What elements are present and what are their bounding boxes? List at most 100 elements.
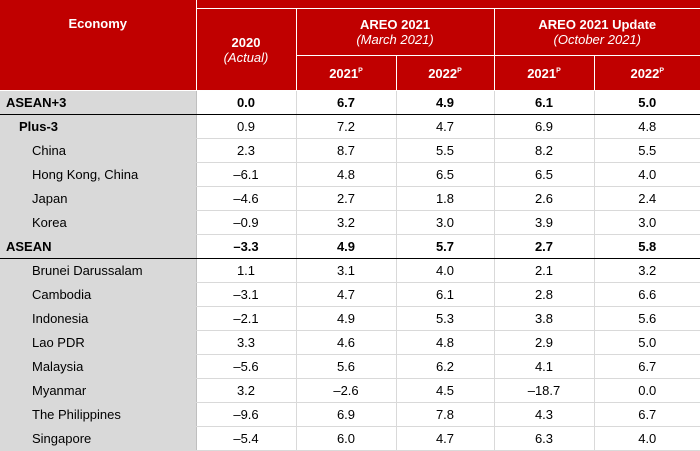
value-mar-2022: 3.0 bbox=[396, 211, 494, 235]
value-oct-2021: 2.6 bbox=[494, 187, 594, 211]
value-mar-2022: 5.7 bbox=[396, 235, 494, 259]
year-2020-label: 2020 bbox=[232, 35, 261, 50]
october-2022-col-header: 2022P bbox=[594, 56, 700, 91]
value-mar-2021: 2.7 bbox=[296, 187, 396, 211]
value-2020: 1.1 bbox=[196, 259, 296, 283]
projection-mark: P bbox=[659, 67, 664, 74]
value-2020: –5.4 bbox=[196, 427, 296, 451]
year-2020-header: 2020 (Actual) bbox=[196, 9, 296, 91]
value-mar-2021: 8.7 bbox=[296, 139, 396, 163]
header-row-spacer: Economy bbox=[0, 0, 700, 9]
value-mar-2021: 4.9 bbox=[296, 307, 396, 331]
table-row-plus3: Plus-3 0.9 7.2 4.7 6.9 4.8 bbox=[0, 115, 700, 139]
value-mar-2021: 4.9 bbox=[296, 235, 396, 259]
value-oct-2021: 4.1 bbox=[494, 355, 594, 379]
value-oct-2022: 6.6 bbox=[594, 283, 700, 307]
table-row: Korea –0.9 3.2 3.0 3.9 3.0 bbox=[0, 211, 700, 235]
value-2020: –3.3 bbox=[196, 235, 296, 259]
value-mar-2021: 3.1 bbox=[296, 259, 396, 283]
table-row: Myanmar 3.2 –2.6 4.5 –18.7 0.0 bbox=[0, 379, 700, 403]
value-mar-2022: 4.8 bbox=[396, 331, 494, 355]
value-mar-2022: 6.2 bbox=[396, 355, 494, 379]
economy-cell: Plus-3 bbox=[0, 115, 196, 139]
areo-update-label: AREO 2021 Update bbox=[538, 17, 656, 32]
value-oct-2021: 2.1 bbox=[494, 259, 594, 283]
value-2020: –5.6 bbox=[196, 355, 296, 379]
value-2020: –2.1 bbox=[196, 307, 296, 331]
value-mar-2022: 5.3 bbox=[396, 307, 494, 331]
header-top-band bbox=[196, 0, 700, 9]
year-label: 2021 bbox=[527, 66, 556, 81]
value-oct-2022: 5.0 bbox=[594, 331, 700, 355]
value-mar-2022: 4.5 bbox=[396, 379, 494, 403]
economy-cell: ASEAN+3 bbox=[0, 91, 196, 115]
value-oct-2022: 5.0 bbox=[594, 91, 700, 115]
economy-cell: ASEAN bbox=[0, 235, 196, 259]
table-row-asean3: ASEAN+3 0.0 6.7 4.9 6.1 5.0 bbox=[0, 91, 700, 115]
table-row: Indonesia –2.1 4.9 5.3 3.8 5.6 bbox=[0, 307, 700, 331]
value-oct-2022: 4.8 bbox=[594, 115, 700, 139]
value-mar-2022: 5.5 bbox=[396, 139, 494, 163]
value-mar-2021: 4.7 bbox=[296, 283, 396, 307]
areo-2021-header: AREO 2021 (March 2021) bbox=[296, 9, 494, 56]
value-mar-2022: 1.8 bbox=[396, 187, 494, 211]
value-oct-2022: 0.0 bbox=[594, 379, 700, 403]
value-oct-2021: 2.8 bbox=[494, 283, 594, 307]
economy-cell: Japan bbox=[0, 187, 196, 211]
value-oct-2021: 8.2 bbox=[494, 139, 594, 163]
value-mar-2022: 6.1 bbox=[396, 283, 494, 307]
value-2020: 0.0 bbox=[196, 91, 296, 115]
table-row: Malaysia –5.6 5.6 6.2 4.1 6.7 bbox=[0, 355, 700, 379]
actual-label: (Actual) bbox=[197, 50, 296, 65]
value-mar-2021: 6.9 bbox=[296, 403, 396, 427]
year-label: 2022 bbox=[428, 66, 457, 81]
value-oct-2022: 3.0 bbox=[594, 211, 700, 235]
areo-2021-date: (March 2021) bbox=[297, 32, 494, 47]
value-oct-2022: 5.8 bbox=[594, 235, 700, 259]
economy-cell: Brunei Darussalam bbox=[0, 259, 196, 283]
table-row: Brunei Darussalam 1.1 3.1 4.0 2.1 3.2 bbox=[0, 259, 700, 283]
value-oct-2021: 3.8 bbox=[494, 307, 594, 331]
march-2021-col-header: 2021P bbox=[296, 56, 396, 91]
value-oct-2022: 2.4 bbox=[594, 187, 700, 211]
value-2020: 2.3 bbox=[196, 139, 296, 163]
value-mar-2021: 3.2 bbox=[296, 211, 396, 235]
value-mar-2022: 7.8 bbox=[396, 403, 494, 427]
table-row-asean: ASEAN –3.3 4.9 5.7 2.7 5.8 bbox=[0, 235, 700, 259]
projection-mark: P bbox=[556, 67, 561, 74]
march-2022-col-header: 2022P bbox=[396, 56, 494, 91]
value-2020: 3.2 bbox=[196, 379, 296, 403]
october-2021-col-header: 2021P bbox=[494, 56, 594, 91]
value-oct-2021: 4.3 bbox=[494, 403, 594, 427]
economy-cell: Indonesia bbox=[0, 307, 196, 331]
economy-cell: Singapore bbox=[0, 427, 196, 451]
value-oct-2022: 6.7 bbox=[594, 403, 700, 427]
economy-cell: Korea bbox=[0, 211, 196, 235]
value-mar-2022: 4.9 bbox=[396, 91, 494, 115]
value-oct-2021: 6.3 bbox=[494, 427, 594, 451]
value-mar-2021: 5.6 bbox=[296, 355, 396, 379]
value-2020: –9.6 bbox=[196, 403, 296, 427]
areo-update-date: (October 2021) bbox=[495, 32, 700, 47]
value-mar-2021: 6.7 bbox=[296, 91, 396, 115]
year-label: 2022 bbox=[630, 66, 659, 81]
areo-2021-label: AREO 2021 bbox=[360, 17, 430, 32]
value-mar-2021: 6.0 bbox=[296, 427, 396, 451]
table-row: Lao PDR 3.3 4.6 4.8 2.9 5.0 bbox=[0, 331, 700, 355]
economy-cell: Lao PDR bbox=[0, 331, 196, 355]
value-oct-2022: 4.0 bbox=[594, 163, 700, 187]
economy-column-header: Economy bbox=[0, 0, 196, 91]
value-2020: 3.3 bbox=[196, 331, 296, 355]
value-oct-2021: 6.1 bbox=[494, 91, 594, 115]
value-oct-2021: 2.7 bbox=[494, 235, 594, 259]
table-row: Singapore –5.4 6.0 4.7 6.3 4.0 bbox=[0, 427, 700, 451]
economy-cell: China bbox=[0, 139, 196, 163]
economy-cell: Hong Kong, China bbox=[0, 163, 196, 187]
value-mar-2022: 4.7 bbox=[396, 115, 494, 139]
value-oct-2021: 3.9 bbox=[494, 211, 594, 235]
table-row: China 2.3 8.7 5.5 8.2 5.5 bbox=[0, 139, 700, 163]
table-row: Japan –4.6 2.7 1.8 2.6 2.4 bbox=[0, 187, 700, 211]
value-mar-2021: 4.6 bbox=[296, 331, 396, 355]
table-row: Cambodia –3.1 4.7 6.1 2.8 6.6 bbox=[0, 283, 700, 307]
